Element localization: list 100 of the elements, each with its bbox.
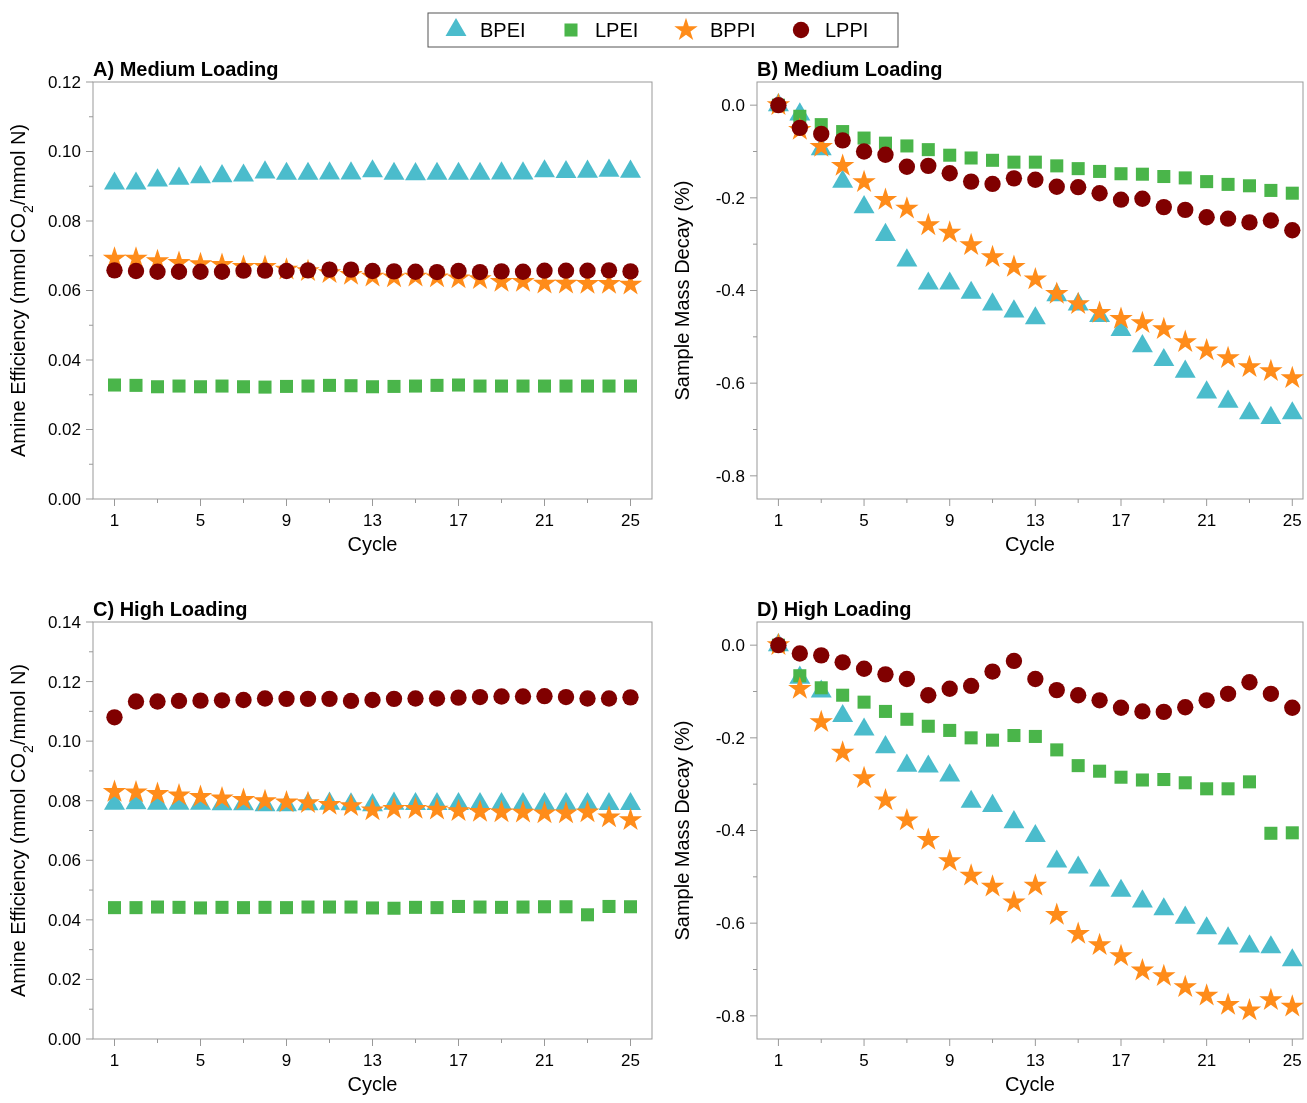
point <box>1239 934 1260 953</box>
point <box>106 709 123 726</box>
point <box>516 900 530 914</box>
point <box>791 645 808 662</box>
point <box>1196 380 1218 399</box>
point <box>1003 299 1025 318</box>
point <box>471 263 489 281</box>
point <box>943 148 957 162</box>
point <box>1196 916 1218 935</box>
point <box>279 901 294 915</box>
point <box>1024 306 1046 325</box>
point <box>364 691 381 709</box>
point <box>809 709 833 733</box>
point <box>405 161 426 181</box>
point <box>580 908 595 922</box>
point <box>430 901 444 915</box>
point <box>1262 212 1280 229</box>
y-tick-label: 0.12 <box>47 672 81 692</box>
point <box>428 263 446 281</box>
point <box>192 263 209 280</box>
point <box>1114 167 1128 181</box>
point <box>127 693 145 710</box>
point <box>1194 983 1219 1006</box>
x-tick-label: 9 <box>281 511 292 530</box>
y-tick-label: 0.0 <box>721 96 745 116</box>
x-tick-label: 5 <box>859 1051 869 1070</box>
point <box>1217 389 1239 408</box>
chart-title: D) High Loading <box>757 598 912 620</box>
y-tick-label: 0.12 <box>47 72 81 92</box>
point <box>124 780 148 803</box>
point <box>602 899 616 913</box>
point <box>211 164 233 183</box>
point <box>1259 358 1283 382</box>
point <box>900 139 914 153</box>
point <box>1241 214 1258 231</box>
x-tick-label: 13 <box>363 511 382 530</box>
point <box>1237 354 1262 377</box>
point <box>537 379 552 393</box>
point <box>210 786 234 809</box>
chart-title: B) Medium Loading <box>757 58 943 80</box>
y-tick-label: -0.6 <box>715 374 745 394</box>
point <box>1130 310 1155 333</box>
point <box>580 379 595 393</box>
point <box>877 666 894 683</box>
point <box>852 169 876 193</box>
point <box>1155 198 1172 216</box>
x-tick-label: 13 <box>1025 1051 1045 1070</box>
point <box>1153 897 1175 916</box>
point <box>895 808 919 831</box>
point <box>172 900 186 914</box>
point <box>1260 935 1282 954</box>
y-axis-title: Sample Mass Decay (%) <box>671 180 693 401</box>
point <box>428 690 446 707</box>
point <box>344 379 358 393</box>
point <box>898 670 916 688</box>
point <box>1281 401 1303 420</box>
point <box>188 784 213 807</box>
point <box>1070 179 1087 196</box>
point <box>830 153 855 176</box>
point <box>471 688 489 706</box>
point <box>1284 699 1301 716</box>
point <box>534 159 555 178</box>
point <box>1050 159 1064 173</box>
point <box>1217 926 1239 945</box>
point <box>145 781 170 804</box>
point <box>297 161 319 180</box>
y-tick-label: -0.6 <box>715 914 745 934</box>
point <box>514 263 532 280</box>
x-tick-label: 9 <box>944 1051 955 1070</box>
point <box>834 132 851 149</box>
point <box>450 262 467 280</box>
point <box>150 900 165 914</box>
point <box>215 900 229 914</box>
point <box>190 165 211 184</box>
point <box>365 380 380 394</box>
point <box>1155 703 1172 721</box>
point <box>468 799 492 822</box>
point <box>1046 849 1068 868</box>
point <box>1260 405 1282 424</box>
point <box>618 807 643 831</box>
point <box>407 263 424 280</box>
point <box>920 687 937 704</box>
y-tick-label: -0.8 <box>715 1006 745 1026</box>
point <box>1135 773 1149 787</box>
point <box>900 712 914 726</box>
point <box>920 157 937 175</box>
point <box>1050 743 1064 757</box>
point <box>322 378 337 392</box>
point <box>321 690 338 708</box>
point <box>1005 170 1023 187</box>
point <box>1285 826 1299 840</box>
point <box>857 695 871 709</box>
point <box>1241 674 1258 691</box>
point <box>430 378 444 392</box>
point <box>491 161 512 180</box>
point <box>834 654 851 671</box>
point <box>537 900 552 914</box>
point <box>938 220 962 243</box>
point <box>408 379 423 393</box>
point <box>167 783 191 806</box>
